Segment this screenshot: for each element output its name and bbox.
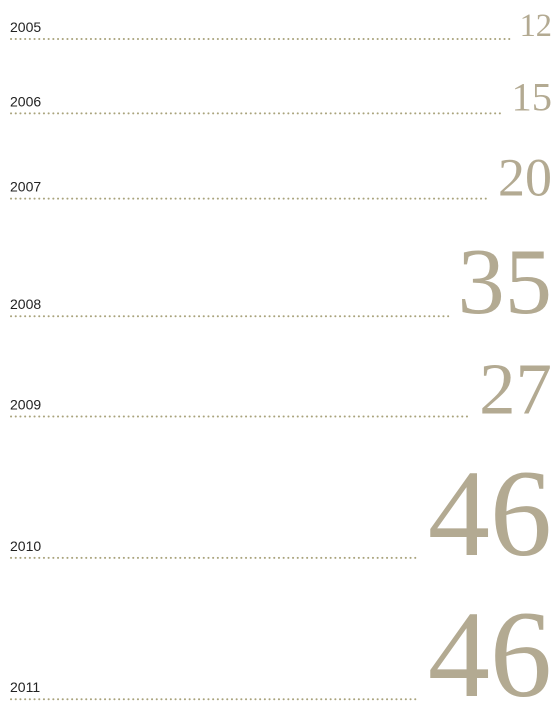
value-number: 35 xyxy=(458,230,553,334)
year-label: 2005 xyxy=(10,19,41,35)
year-label: 2011 xyxy=(10,679,40,695)
year-label: 2010 xyxy=(10,538,41,554)
year-label: 2007 xyxy=(10,179,41,195)
value-number: 20 xyxy=(498,148,552,208)
value-number: 12 xyxy=(520,8,552,44)
value-number: 15 xyxy=(512,74,553,119)
year-label: 2008 xyxy=(10,296,41,312)
value-number: 27 xyxy=(479,349,552,430)
year-label: 2009 xyxy=(10,397,41,413)
value-number: 46 xyxy=(428,444,552,582)
value-number: 46 xyxy=(428,585,552,714)
year-label: 2006 xyxy=(10,93,41,109)
